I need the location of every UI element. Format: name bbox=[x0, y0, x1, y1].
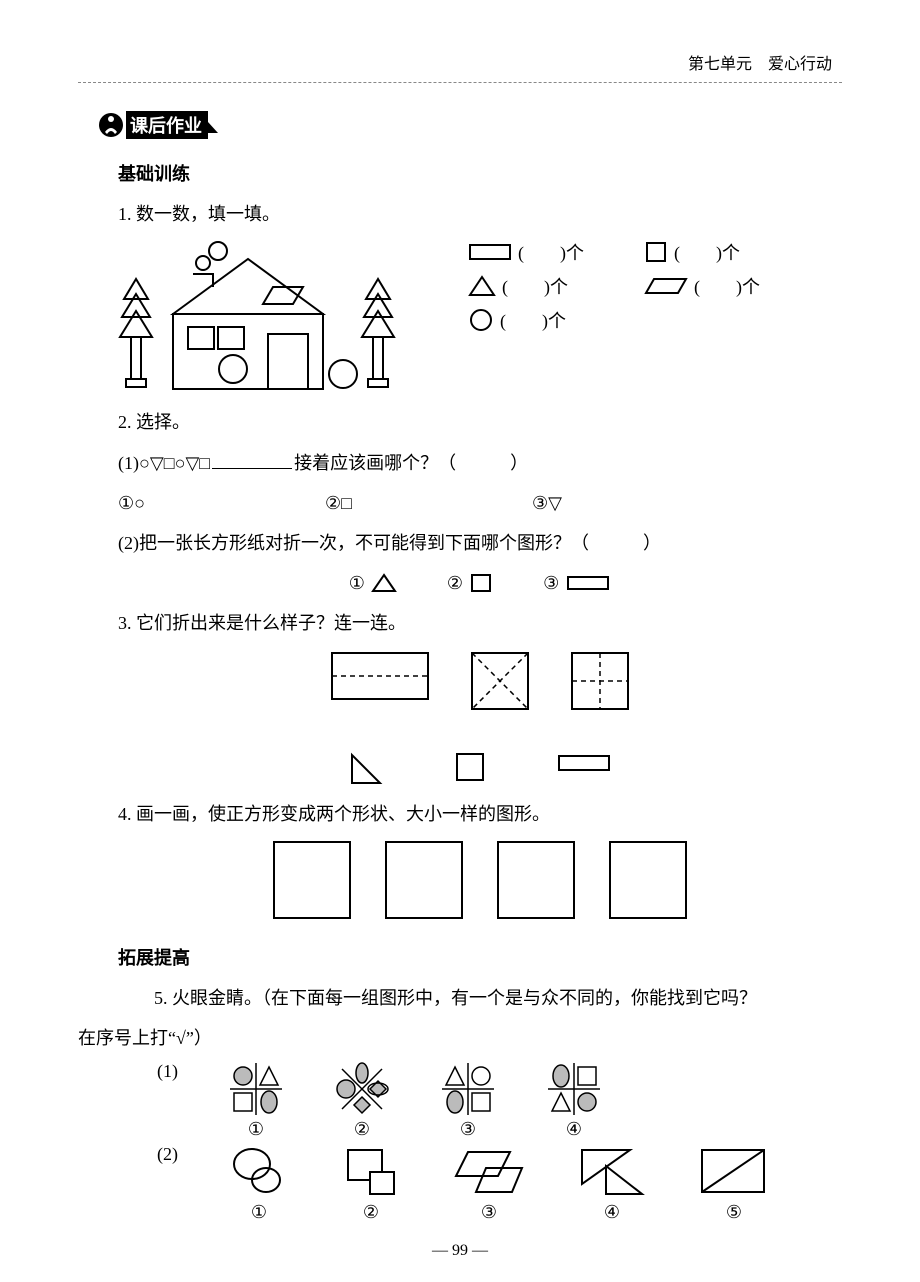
q4-squares[interactable] bbox=[118, 839, 842, 921]
q3-title: 3. 它们折出来是什么样子？连一连。 bbox=[118, 606, 842, 640]
q5-r1-label: (1) bbox=[138, 1061, 178, 1082]
q2-title: 2. 选择。 bbox=[118, 405, 842, 439]
q5-r2-n5: ⑤ bbox=[726, 1202, 742, 1223]
q1-rect-row: ( )个 bbox=[468, 239, 584, 265]
basic-training-title: 基础训练 bbox=[118, 157, 842, 191]
q4-sq4 bbox=[607, 839, 689, 921]
page-header: 第七单元 爱心行动 bbox=[78, 50, 842, 74]
q5-r2-n4: ④ bbox=[604, 1202, 620, 1223]
q5-r1-n2: ② bbox=[354, 1119, 370, 1140]
q1-para-row: ( )个 bbox=[644, 273, 760, 299]
q2-p1-text: 接着应该画哪个？（ ） bbox=[294, 453, 528, 473]
q5-title2: 在序号上打“√”） bbox=[78, 1021, 842, 1055]
q2-p2-choice-a[interactable]: ① bbox=[349, 566, 397, 600]
q1-square-label[interactable]: ( )个 bbox=[674, 239, 740, 265]
q5-r1-item1[interactable]: ① bbox=[228, 1061, 284, 1140]
q5-r2-item3[interactable]: ③ bbox=[452, 1144, 526, 1223]
q3-top-row bbox=[118, 651, 842, 711]
q4-sq3 bbox=[495, 839, 577, 921]
q5-row1: (1) ① ② ③ ④ bbox=[138, 1061, 842, 1140]
q2-p2-choice-b[interactable]: ② bbox=[447, 566, 493, 600]
q3-result-tri bbox=[348, 751, 384, 787]
q5-r2-n1: ① bbox=[251, 1202, 267, 1223]
q3-result-sq bbox=[454, 751, 486, 783]
q5-row2: (2) ① ② ③ ④ ⑤ bbox=[138, 1144, 842, 1223]
badge-label: 课后作业 bbox=[126, 111, 208, 139]
q2-p1-choice-a[interactable]: ①○ bbox=[118, 486, 145, 520]
q1-answer-grid: ( )个 ( )个 ( )个 ( )个 ( )个 bbox=[468, 239, 760, 333]
page-number: — 99 — bbox=[0, 1242, 920, 1260]
q3-fold2 bbox=[470, 651, 530, 711]
q2-p2: (2)把一张长方形纸对折一次，不可能得到下面哪个图形？（ ） bbox=[118, 526, 842, 560]
q3-result-rect bbox=[556, 751, 612, 775]
q2-p1-choice-c[interactable]: ③▽ bbox=[532, 486, 562, 520]
q2-p1-pattern: (1)○▽□○▽□ bbox=[118, 453, 210, 473]
q2-p1-choice-b[interactable]: ②□ bbox=[325, 486, 352, 520]
q1-rect-label[interactable]: ( )个 bbox=[518, 239, 584, 265]
q1-circle-row: ( )个 bbox=[468, 307, 584, 333]
q5-r2-n2: ② bbox=[363, 1202, 379, 1223]
q5-title: 5. 火眼金睛。（在下面每一组图形中，有一个是与众不同的，你能找到它吗？ bbox=[118, 981, 842, 1015]
q5-r2-item4[interactable]: ④ bbox=[576, 1144, 648, 1223]
q2-p2-c-num: ③ bbox=[543, 566, 559, 600]
q3-bottom-row[interactable] bbox=[118, 751, 842, 787]
q1-title: 1. 数一数，填一填。 bbox=[118, 197, 842, 231]
q1-triangle-label[interactable]: ( )个 bbox=[502, 273, 568, 299]
q1-triangle-row: ( )个 bbox=[468, 273, 584, 299]
q5-r1-item2[interactable]: ② bbox=[334, 1061, 390, 1140]
q5-r1-item3[interactable]: ③ bbox=[440, 1061, 496, 1140]
q4-sq2 bbox=[383, 839, 465, 921]
section-badge: 课后作业 bbox=[98, 111, 842, 139]
q5-r1-n4: ④ bbox=[566, 1119, 582, 1140]
q2-p1-choices: ①○ ②□ ③▽ bbox=[118, 486, 842, 520]
q1-square-row: ( )个 bbox=[644, 239, 760, 265]
q5-r2-n3: ③ bbox=[481, 1202, 497, 1223]
q5-r1-n1: ① bbox=[248, 1119, 264, 1140]
extend-title: 拓展提高 bbox=[118, 941, 842, 975]
q5-r2-label: (2) bbox=[138, 1144, 178, 1165]
q2-p2-choice-c[interactable]: ③ bbox=[543, 566, 611, 600]
q2-blank[interactable] bbox=[212, 468, 292, 469]
q2-p2-choices: ① ② ③ bbox=[118, 566, 842, 600]
q3-fold3 bbox=[570, 651, 630, 711]
q4-sq1 bbox=[271, 839, 353, 921]
q1-circle-label[interactable]: ( )个 bbox=[500, 307, 566, 333]
header-divider bbox=[78, 82, 842, 83]
q1-house-figure bbox=[118, 239, 398, 399]
q1-para-label[interactable]: ( )个 bbox=[694, 273, 760, 299]
q5-r2-item1[interactable]: ① bbox=[228, 1144, 290, 1223]
q3-fold1 bbox=[330, 651, 430, 701]
q5-r2-item5[interactable]: ⑤ bbox=[698, 1144, 770, 1223]
q2-p2-b-num: ② bbox=[447, 566, 463, 600]
q2-p2-a-num: ① bbox=[349, 566, 365, 600]
q5-r1-n3: ③ bbox=[460, 1119, 476, 1140]
q5-r2-item2[interactable]: ② bbox=[340, 1144, 402, 1223]
q4-title: 4. 画一画，使正方形变成两个形状、大小一样的图形。 bbox=[118, 797, 842, 831]
q5-r1-item4[interactable]: ④ bbox=[546, 1061, 602, 1140]
q2-p1: (1)○▽□○▽□ 接着应该画哪个？（ ） bbox=[118, 446, 842, 480]
badge-icon bbox=[98, 112, 124, 138]
